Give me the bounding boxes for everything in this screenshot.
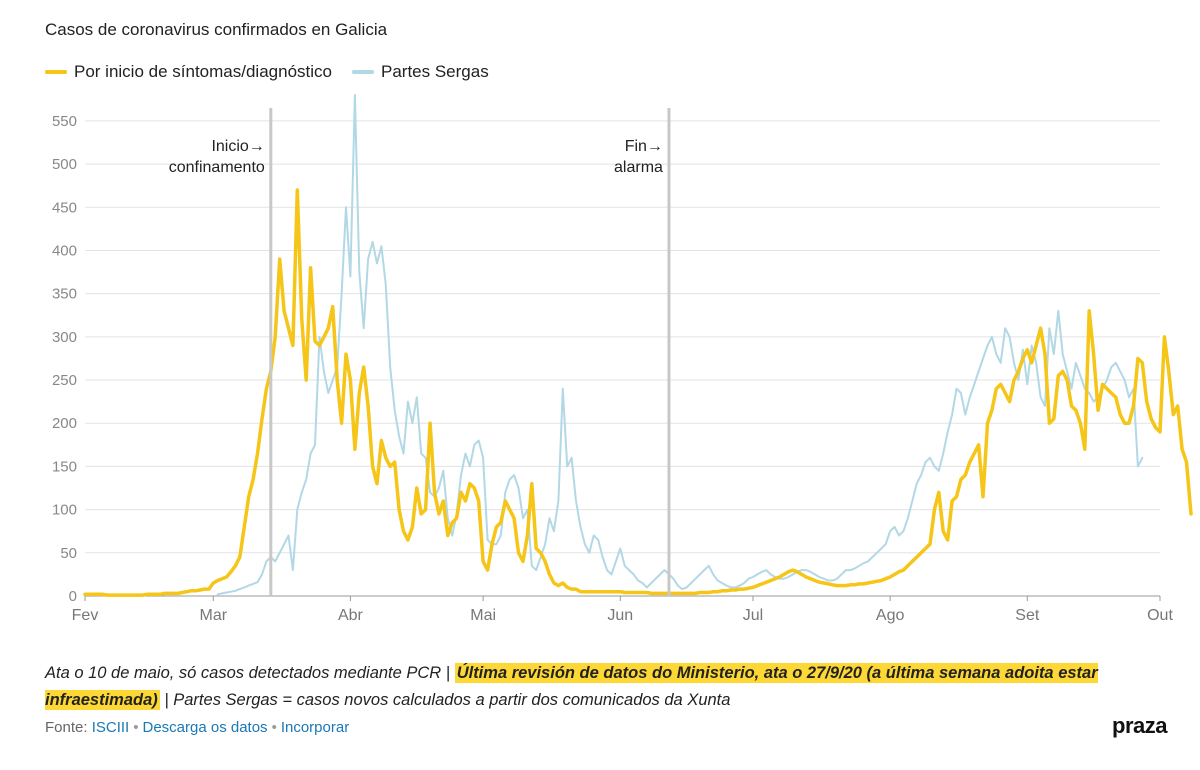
source-link[interactable]: ISCIII bbox=[91, 719, 130, 736]
legend-label-sintomas: Por inicio de síntomas/diagnóstico bbox=[74, 62, 332, 81]
y-axis: 0 50 100 150 200 250 300 350 400 450 500 550 bbox=[52, 113, 77, 605]
y-tick-label: 250 bbox=[52, 372, 77, 389]
y-tick-label: 450 bbox=[52, 199, 77, 216]
y-tick-label: 150 bbox=[52, 458, 77, 475]
y-tick-label: 50 bbox=[60, 545, 77, 562]
legend-swatch-sintomas bbox=[45, 70, 67, 74]
series-line-sergas bbox=[216, 94, 1144, 596]
line-chart: 0 50 100 150 200 250 300 350 400 450 500 550 Fev Mar… bbox=[52, 94, 1193, 624]
x-tick-label: Mar bbox=[200, 607, 228, 624]
chart-title: Casos de coronavirus confirmados en Gali… bbox=[45, 20, 388, 39]
footer: Fonte: ISCIII • Descarga os datos • Incorpor… bbox=[45, 719, 349, 736]
legend-swatch-sergas bbox=[351, 70, 374, 74]
annotation-label: Fin→ bbox=[625, 138, 663, 155]
x-tick-label: Out bbox=[1147, 607, 1173, 624]
x-axis: Fev Mar Abr Mai Jun Jul Ago Set Out bbox=[72, 596, 1173, 624]
note-part2: | Partes Sergas = casos novos calculados… bbox=[159, 691, 731, 709]
grid-layer bbox=[85, 120, 1160, 597]
chart-note: Ata o 10 de maio, só casos detectados me… bbox=[45, 660, 1170, 714]
separator-dot: • bbox=[271, 719, 277, 736]
x-tick-label: Mai bbox=[470, 607, 496, 624]
annotation-label: Inicio→ bbox=[211, 138, 264, 155]
y-tick-label: 100 bbox=[52, 502, 77, 519]
annotation-label: confinamento bbox=[169, 159, 265, 176]
y-tick-label: 350 bbox=[52, 286, 77, 303]
x-tick-label: Abr bbox=[338, 607, 364, 624]
x-tick-label: Set bbox=[1015, 607, 1040, 624]
source-prefix: Fonte: bbox=[45, 719, 92, 736]
separator-dot: • bbox=[133, 719, 139, 736]
x-tick-label: Fev bbox=[72, 607, 99, 624]
x-tick-label: Ago bbox=[876, 607, 905, 624]
x-tick-label: Jun bbox=[607, 607, 633, 624]
annotation-label: alarma bbox=[614, 159, 663, 176]
chart-legend: Por inicio de síntomas/diagnóstico Parte… bbox=[45, 62, 509, 82]
y-tick-label: 550 bbox=[52, 113, 77, 130]
y-tick-label: 400 bbox=[52, 242, 77, 259]
y-tick-label: 200 bbox=[52, 415, 77, 432]
note-part1: Ata o 10 de maio, só casos detectados me… bbox=[45, 664, 455, 682]
annotation-layer: Inicio→ confinamento Fin→ alarma bbox=[169, 108, 671, 596]
y-tick-label: 300 bbox=[52, 329, 77, 346]
y-tick-label: 500 bbox=[52, 156, 77, 173]
download-data-link[interactable]: Descarga os datos bbox=[142, 719, 268, 736]
y-tick-label: 0 bbox=[69, 588, 77, 605]
embed-link[interactable]: Incorporar bbox=[280, 719, 350, 736]
legend-item-sergas: Partes Sergas bbox=[351, 62, 489, 82]
x-tick-label: Jul bbox=[743, 607, 763, 624]
legend-label-sergas: Partes Sergas bbox=[380, 62, 489, 81]
legend-item-sintomas: Por inicio de síntomas/diagnóstico bbox=[45, 62, 332, 82]
brand-logo: praza bbox=[1112, 713, 1167, 738]
